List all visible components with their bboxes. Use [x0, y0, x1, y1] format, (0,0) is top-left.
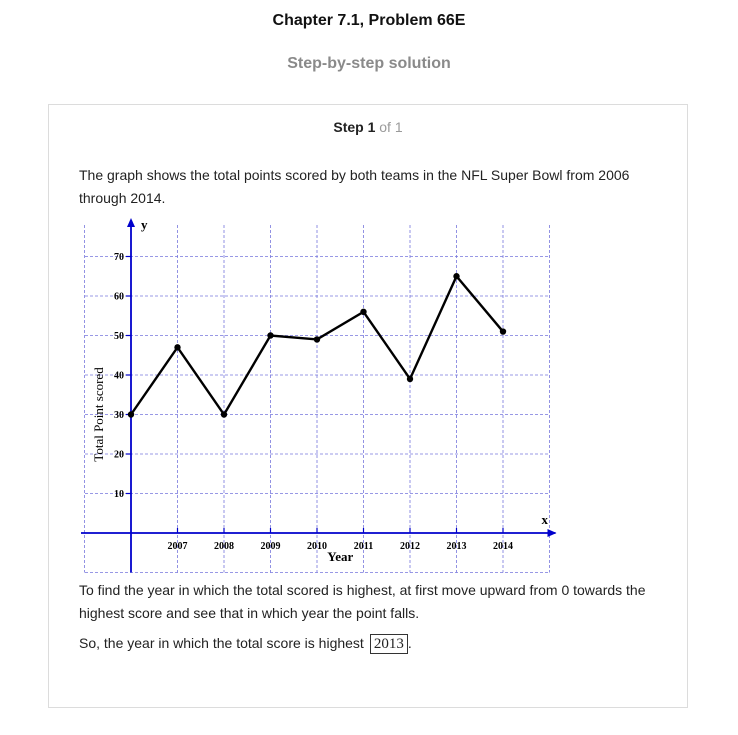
chart-ticks: 10 20 30 40 50 60 70 2007 2008 2009 2010 2011 2012 20… — [114, 252, 513, 552]
data-point — [267, 332, 274, 339]
data-point — [220, 411, 228, 418]
x-axis-label: Year — [327, 549, 353, 564]
data-point — [499, 328, 507, 335]
step-header: Step 1 of 1 — [49, 119, 687, 135]
x-tick-label: 2008 — [214, 541, 234, 552]
x-tick-label: 2009 — [261, 541, 281, 552]
answer-box: 2013 — [369, 634, 408, 654]
x-tick-label: 2010 — [307, 541, 327, 552]
y-tick-label: 20 — [114, 450, 124, 461]
step-count: of 1 — [379, 119, 403, 135]
y-tick-label: 10 — [114, 489, 124, 500]
end-punctuation: . — [407, 635, 412, 651]
data-point — [313, 336, 321, 343]
x-tick-label: 2012 — [400, 541, 420, 552]
x-tick-label: 2014 — [493, 541, 513, 552]
solution-subtitle: Step-by-step solution — [287, 55, 451, 72]
chart-series — [127, 273, 507, 418]
y-tick-label: 70 — [114, 252, 124, 263]
x-tick-label: 2011 — [354, 541, 373, 552]
chart-labels: Total Point scored Year y x — [91, 217, 549, 564]
conclusion-text: So, the year in which the total score is… — [79, 635, 364, 651]
chart-grid — [84, 225, 550, 573]
x-axis-arrow — [547, 529, 557, 537]
data-point — [174, 344, 181, 351]
solution-card: Step 1 of 1 The graph shows the total po… — [48, 104, 688, 708]
chart-axes — [81, 218, 557, 573]
y-tick-label: 50 — [114, 331, 124, 342]
step-label: Step 1 — [333, 119, 376, 135]
y-axis-arrow — [127, 218, 135, 227]
y-tick-label: 60 — [114, 292, 124, 303]
x-tick-label: 2013 — [447, 541, 467, 552]
intro-text: The graph shows the total points scored … — [79, 167, 630, 206]
data-point — [406, 375, 414, 383]
x-axis-letter: x — [542, 512, 549, 527]
y-tick-label: 40 — [114, 371, 124, 382]
y-tick-label: 30 — [114, 410, 124, 421]
y-axis-label: Total Point scored — [91, 367, 106, 462]
data-point — [360, 308, 367, 315]
data-point — [127, 411, 135, 418]
data-point — [453, 273, 460, 280]
super-bowl-line-chart: 10 20 30 40 50 60 70 2007 2008 2009 2010 2011 2012 20… — [81, 217, 557, 573]
page-title: Chapter 7.1, Problem 66E — [272, 12, 466, 29]
x-tick-label: 2007 — [168, 541, 188, 552]
y-axis-letter: y — [141, 217, 148, 232]
conclusion-line: So, the year in which the total score is… — [79, 632, 664, 655]
explanation-text: To find the year in which the total scor… — [79, 582, 646, 621]
